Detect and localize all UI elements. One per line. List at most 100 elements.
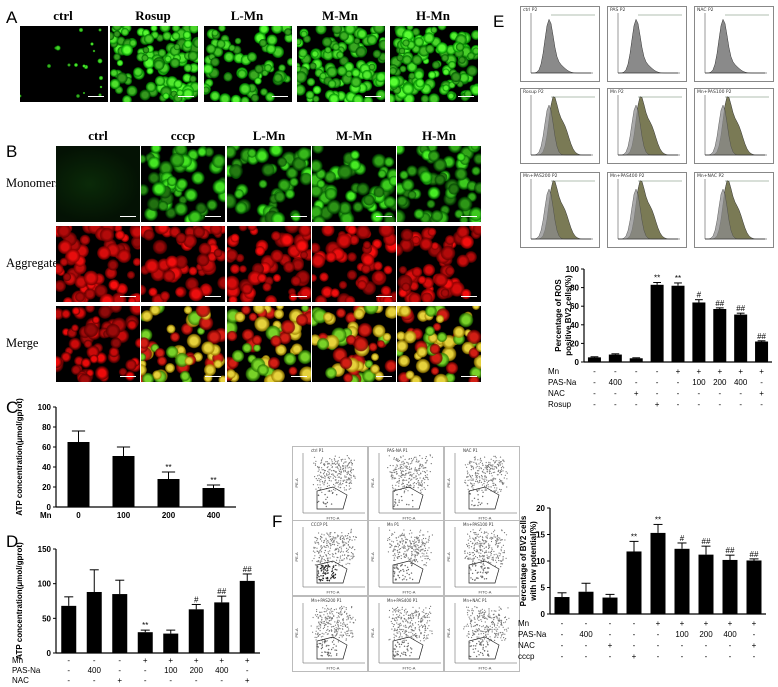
treatment-cell-0-4: +	[656, 619, 661, 628]
treatment-cell-0-6: +	[219, 656, 224, 665]
flow-f-title-1: PAS-NA P1	[387, 448, 408, 453]
flow-axis-x: FITC-A	[403, 666, 416, 671]
treatment-cell-2-8: +	[759, 389, 764, 398]
treatment-row-label-1: PAS-Na	[12, 666, 41, 675]
flow-f-scatter-8: Mn+NAC P1 FITC-A PE-A	[444, 596, 520, 672]
flow-e-plot-4	[617, 95, 682, 156]
treatment-cell-2-3: -	[656, 389, 659, 398]
treatment-cell-3-5: -	[681, 652, 684, 661]
scale-bar	[178, 95, 194, 97]
treatment-cell-1-5: 100	[675, 630, 689, 639]
significance-7: ##	[726, 546, 735, 555]
histogram-shape	[617, 96, 679, 156]
treatment-cell-1-1: 400	[609, 378, 623, 387]
flow-f-scatter-0: ctrl P1 FITC-A PE-A	[292, 446, 368, 522]
category-label-3: 400	[207, 511, 221, 520]
flow-e-histogram-4: Mn P2	[607, 88, 687, 164]
scale-bar	[376, 215, 392, 217]
flow-f-plot-4: FITC-A PE-A	[370, 527, 441, 595]
y-tick-label: 40	[42, 463, 51, 472]
gate-polygon	[316, 560, 348, 584]
bar-8	[746, 560, 762, 614]
y-tick-label: 80	[42, 423, 51, 432]
scatter-dots	[388, 605, 433, 658]
flow-f-scatter-3: CCCP P1 FITC-A PE-A	[292, 520, 368, 596]
panel-e-label: E	[493, 12, 505, 31]
histogram-shape	[530, 18, 592, 74]
significance-6: ##	[217, 587, 226, 596]
scale-bar	[205, 215, 221, 217]
flow-e-plot-0	[530, 13, 595, 74]
y-tick-label: 10	[536, 557, 545, 566]
panel-b-micrograph-2-4	[397, 306, 481, 382]
treatment-cell-3-2: -	[635, 400, 638, 409]
scale-bar	[376, 295, 392, 297]
gate-polygon	[316, 486, 348, 510]
treatment-cell-3-7: -	[729, 652, 732, 661]
y-tick-label: 0	[47, 649, 52, 658]
histogram-shape	[704, 18, 766, 74]
treatment-cell-1-8: -	[760, 378, 763, 387]
treatment-cell-3-1: -	[585, 652, 588, 661]
treatment-cell-0-5: +	[194, 656, 199, 665]
bar-7	[722, 559, 738, 614]
treatment-cell-0-2: -	[635, 367, 638, 376]
scale-bar	[461, 215, 477, 217]
category-label-2: 200	[162, 511, 176, 520]
flow-f-scatter-4: Mn P1 FITC-A PE-A	[368, 520, 444, 596]
panel-b-title-3: M-Mn	[335, 128, 373, 143]
panel-a-title-2: L-Mn	[230, 8, 264, 23]
treatment-cell-2-7: -	[739, 389, 742, 398]
flow-axis-x: FITC-A	[403, 516, 416, 521]
y-tick-label: 40	[570, 321, 579, 330]
histogram-shape	[530, 180, 592, 240]
scale-bar	[272, 95, 288, 97]
panel-b-micrograph-1-0	[56, 226, 140, 302]
bar-2	[602, 597, 618, 614]
panel-a-title-3: M-Mn	[321, 8, 359, 23]
flow-axis-y: PE-A	[446, 478, 451, 488]
panel-a-micrograph-3	[297, 26, 385, 102]
flow-e-histogram-2: NAC P2	[694, 6, 774, 82]
panel-b-micrograph-1-2	[227, 226, 311, 302]
panel-b-title-0: ctrl	[88, 128, 108, 143]
histogram-shape	[704, 96, 766, 156]
flow-e-plot-6	[530, 179, 595, 240]
treatment-cell-1-4: 100	[164, 666, 178, 675]
flow-e-histogram-7: Mn+PAS400 P2	[607, 172, 687, 248]
flow-axis-x: FITC-A	[479, 590, 492, 595]
treatment-cell-1-7: -	[246, 666, 249, 675]
histogram-shape	[704, 180, 766, 240]
bar-8	[755, 341, 769, 362]
treatment-cell-2-1: -	[93, 676, 96, 685]
significance-3: **	[654, 273, 660, 282]
flow-f-plot-0: FITC-A PE-A	[294, 453, 365, 521]
treatment-cell-1-3: -	[144, 666, 147, 675]
panel-b-micrograph-1-3	[312, 226, 396, 302]
scale-bar	[461, 295, 477, 297]
flow-e-histogram-3: Rosup P2	[520, 88, 600, 164]
treatment-cell-2-4: -	[677, 389, 680, 398]
scale-bar	[461, 375, 477, 377]
panel-b-row-label-0: Monomers	[6, 176, 61, 190]
scale-bar	[291, 375, 307, 377]
treatment-row-label-2: NAC	[548, 389, 565, 398]
panel-b-micrograph-1-1	[141, 226, 225, 302]
flow-e-title-2: NAC P2	[697, 8, 714, 13]
panel-a-micrograph-1	[110, 26, 198, 102]
scale-bar	[291, 295, 307, 297]
treatment-cell-1-7: 400	[723, 630, 737, 639]
treatment-row-label-3: Rosup	[548, 400, 572, 409]
bar-3	[137, 632, 153, 653]
treatment-cell-2-0: -	[67, 676, 70, 685]
flow-f-title-0: ctrl P1	[311, 448, 324, 453]
treatment-cell-3-0: -	[593, 400, 596, 409]
panel-b-row-label-1: Aggregates	[6, 256, 63, 270]
flow-f-plot-2: FITC-A PE-A	[446, 453, 517, 521]
y-tick-label: 0	[47, 503, 52, 512]
scatter-dots	[387, 529, 433, 581]
flow-f-plot-6: FITC-A PE-A	[294, 603, 365, 671]
panel-c-label: C	[6, 398, 19, 417]
treatment-cell-3-6: -	[705, 652, 708, 661]
flow-axis-y: PE-A	[294, 552, 299, 562]
